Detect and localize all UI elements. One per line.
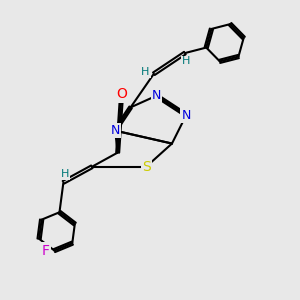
Text: O: O [116, 87, 127, 101]
Text: N: N [182, 109, 191, 122]
Text: H: H [182, 56, 190, 66]
Text: H: H [61, 169, 69, 179]
Text: N: N [152, 89, 161, 102]
Text: N: N [110, 124, 120, 137]
Text: H: H [141, 67, 150, 77]
Text: F: F [41, 244, 50, 258]
Text: S: S [142, 160, 151, 174]
